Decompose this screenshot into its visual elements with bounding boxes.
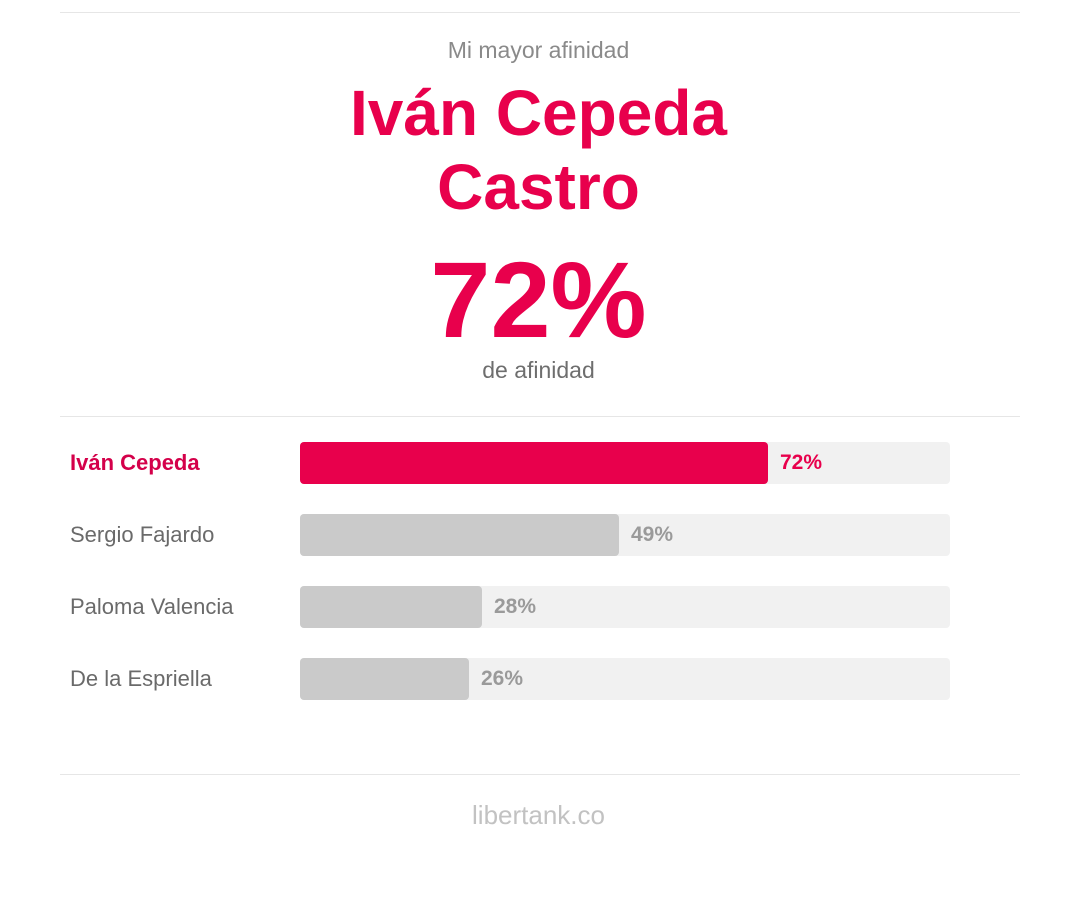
ranking-row: Iván Cepeda 72%: [0, 442, 1077, 484]
bottom-divider: [60, 774, 1020, 775]
candidate-name: De la Espriella: [70, 666, 212, 691]
affinity-bar-fill: [300, 514, 619, 556]
subtitle: Mi mayor afinidad: [447, 37, 630, 63]
top-match-name: Iván Cepeda Castro: [0, 76, 1077, 224]
candidate-name: Paloma Valencia: [70, 594, 234, 619]
affinity-bar-fill: [300, 586, 482, 628]
affinity-value: 72%: [780, 451, 823, 474]
affinity-bar-fill: [300, 442, 768, 484]
ranking-row: De la Espriella 26%: [0, 658, 1077, 700]
candidate-name: Sergio Fajardo: [70, 522, 215, 547]
top-match-name-line2: Castro: [437, 151, 640, 223]
affinity-value: 49%: [631, 523, 674, 546]
top-divider: [60, 12, 1020, 13]
affinity-bar-track: [300, 514, 950, 556]
middle-divider: [60, 416, 1020, 417]
candidate-name: Iván Cepeda: [70, 450, 200, 475]
affinity-percent: 72%: [430, 239, 647, 360]
affinity-bar-track: [300, 586, 950, 628]
affinity-bar-fill: [300, 658, 469, 700]
ranking-row: Paloma Valencia 28%: [0, 586, 1077, 628]
ranking-row: Sergio Fajardo 49%: [0, 514, 1077, 556]
affinity-caption: de afinidad: [482, 357, 595, 383]
affinity-value: 28%: [494, 595, 537, 618]
footer-site: libertank.co: [472, 800, 605, 830]
affinity-value: 26%: [481, 667, 524, 690]
affinity-bar-track: [300, 658, 950, 700]
affinity-bar-track: [300, 442, 950, 484]
top-match-name-line1: Iván Cepeda: [349, 77, 728, 149]
